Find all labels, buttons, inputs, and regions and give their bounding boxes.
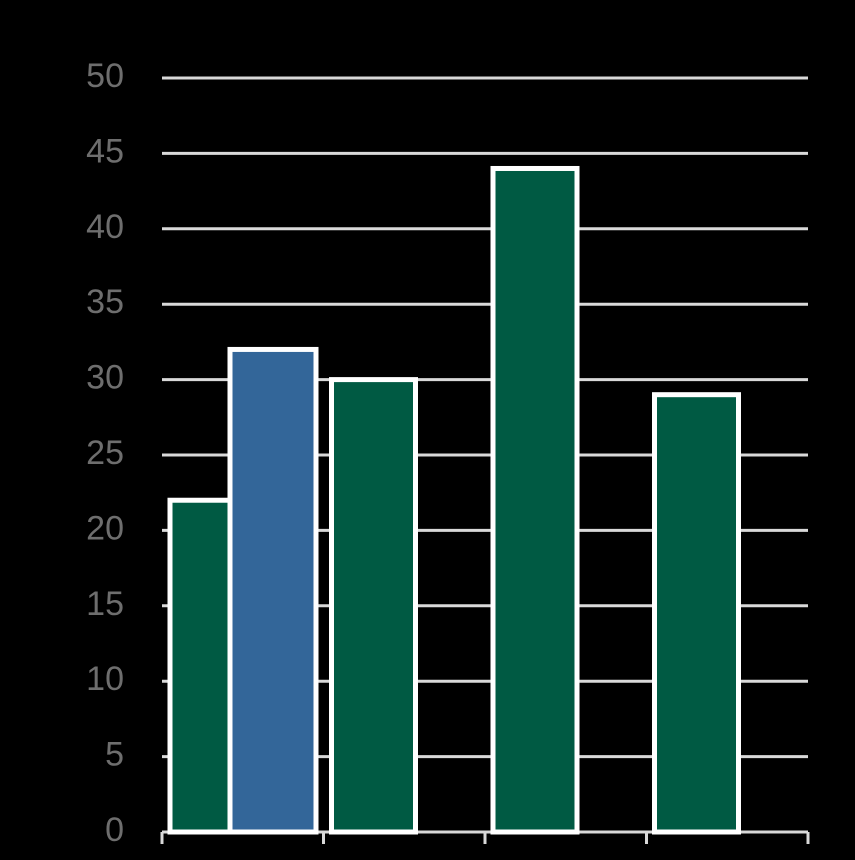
y-tick-label: 10 (86, 660, 124, 698)
y-tick-label: 30 (86, 359, 124, 397)
y-tick-label: 0 (105, 811, 124, 849)
bar (227, 346, 319, 835)
y-tick-label: 35 (86, 283, 124, 321)
bar (329, 377, 418, 835)
y-tick-label: 50 (86, 57, 124, 95)
bar (490, 165, 580, 835)
y-tick-label: 25 (86, 434, 124, 472)
y-tick-label: 40 (86, 208, 124, 246)
y-tick-label: 20 (86, 509, 124, 547)
y-tick-label: 45 (86, 132, 124, 170)
bar (652, 392, 741, 835)
y-tick-label: 5 (105, 736, 124, 774)
y-tick-label: 15 (86, 585, 124, 623)
